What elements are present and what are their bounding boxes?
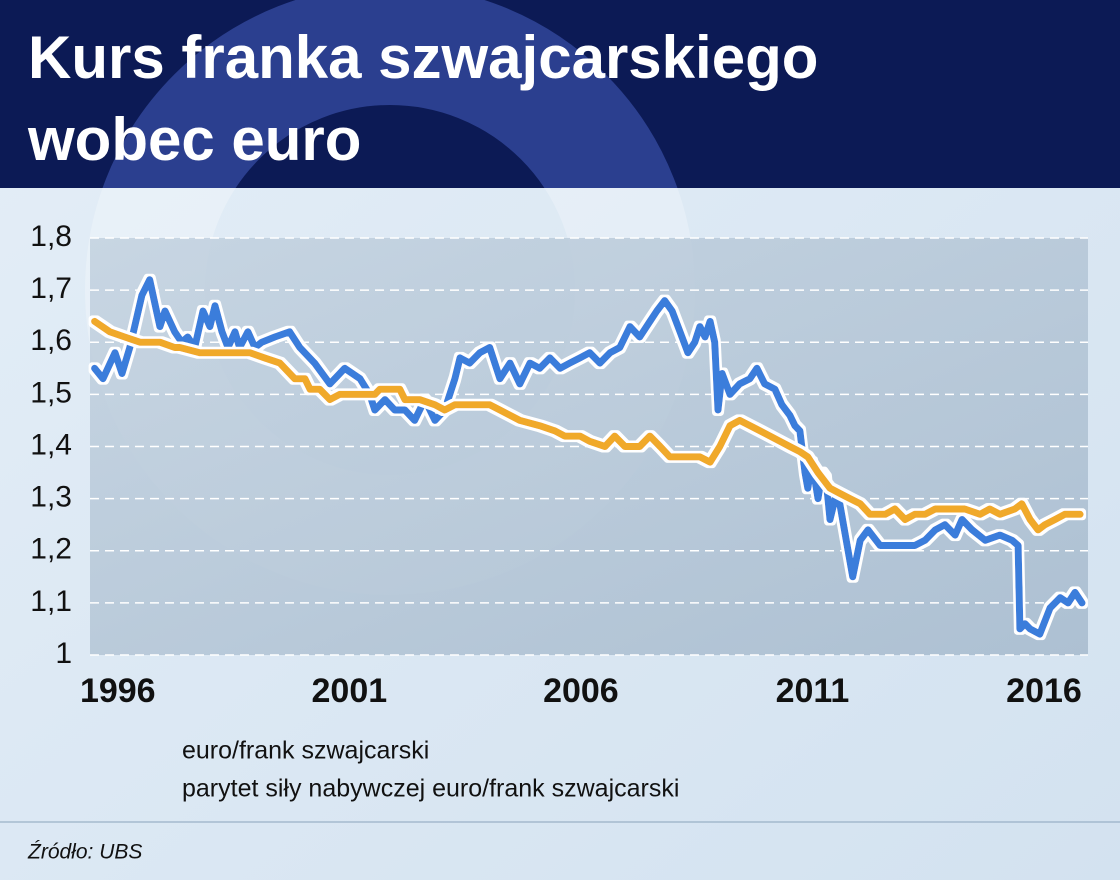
y-tick-label: 1,8 — [30, 220, 72, 253]
x-tick-label: 2006 — [543, 672, 619, 710]
y-tick-label: 1,7 — [30, 272, 72, 305]
legend-label: euro/frank szwajcarski — [182, 737, 429, 765]
legend-label: parytet siły nabywczej euro/frank szwajc… — [182, 775, 679, 803]
y-tick-label: 1,2 — [30, 533, 72, 566]
x-tick-label: 2011 — [776, 672, 850, 710]
series-line — [91, 276, 1086, 638]
series-line — [91, 317, 1084, 534]
chart-title: Kurs franka szwajcarskiego — [28, 24, 818, 91]
y-tick-label: 1,4 — [30, 428, 72, 461]
watermark — [102, 0, 678, 188]
y-tick-label: 1,6 — [30, 324, 72, 357]
y-tick-label: 1,3 — [30, 481, 72, 514]
x-tick-label: 2001 — [312, 672, 388, 710]
chart-title: wobec euro — [27, 106, 361, 173]
y-tick-label: 1 — [55, 637, 72, 670]
x-tick-label: 1996 — [80, 672, 156, 710]
x-tick-label: 2016 — [1006, 672, 1082, 710]
source: Źródło: UBS — [27, 841, 142, 864]
y-tick-label: 1,5 — [30, 376, 72, 409]
y-tick-label: 1,1 — [30, 585, 72, 618]
